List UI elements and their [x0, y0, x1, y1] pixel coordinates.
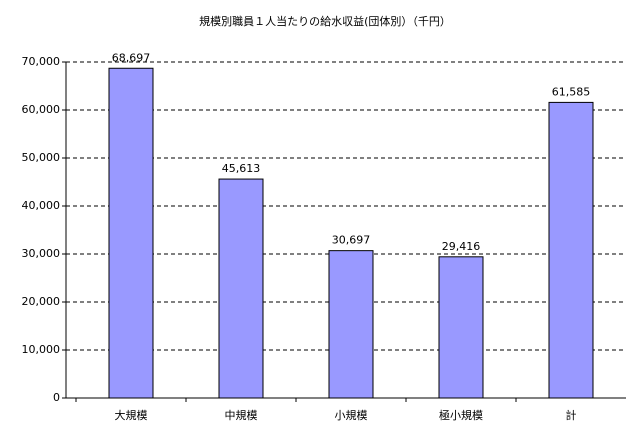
y-tick-label: 70,000	[22, 55, 61, 68]
x-tick-label: 極小規模	[439, 408, 483, 422]
bar	[548, 101, 594, 399]
y-tick-label: 60,000	[22, 103, 61, 116]
value-label: 30,697	[332, 234, 371, 247]
y-tick-label: 40,000	[22, 199, 61, 212]
y-tick-label: 50,000	[22, 151, 61, 164]
value-label: 29,416	[442, 240, 481, 253]
x-tick-label: 計	[566, 408, 577, 422]
y-tick-label: 30,000	[22, 247, 61, 260]
x-tick-label: 中規模	[225, 408, 258, 422]
y-tick-label: 20,000	[22, 295, 61, 308]
value-label: 68,697	[112, 51, 151, 64]
x-tick-label: 大規模	[115, 408, 148, 422]
bar	[108, 67, 154, 399]
value-label: 61,585	[552, 85, 591, 98]
value-label: 45,613	[222, 162, 261, 175]
chart-title: 規模別職員１人当たりの給水収益(団体別）（千円）	[199, 14, 451, 28]
bar	[438, 256, 484, 399]
y-tick-label: 10,000	[22, 343, 61, 356]
bar	[328, 250, 374, 399]
x-tick-label: 小規模	[335, 408, 368, 422]
bar	[218, 178, 264, 399]
y-tick-label: 0	[53, 391, 60, 404]
